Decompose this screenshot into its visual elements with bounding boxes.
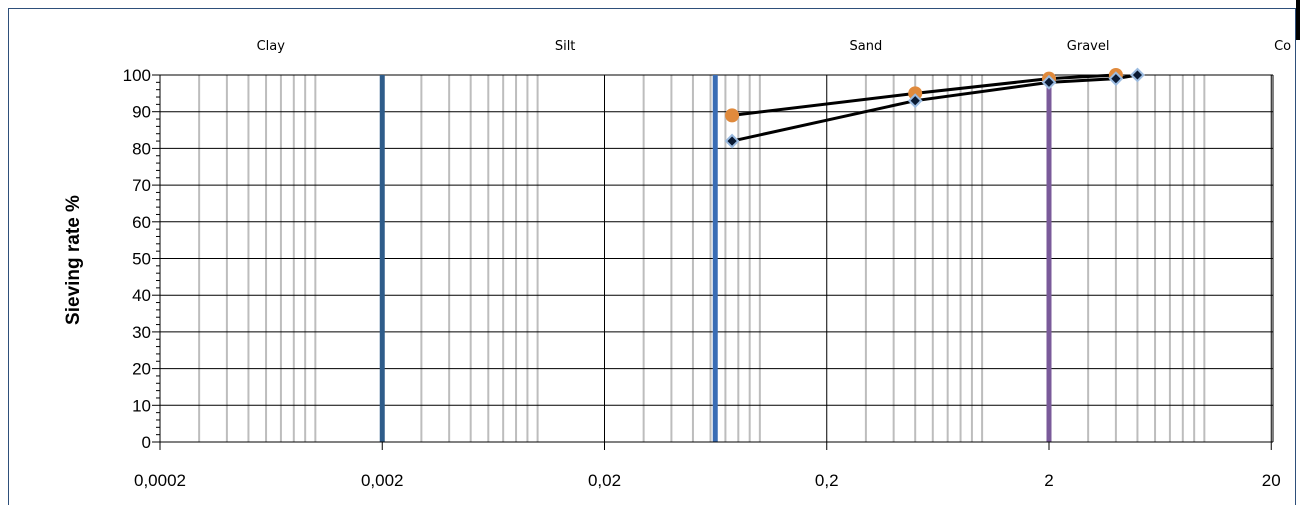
- x-tick-label: 0,2: [815, 471, 839, 490]
- y-tick-labels: 0 10 20 30 40 50 60 70 80 90 100: [123, 66, 151, 452]
- zone-labels: Clay Silt Sand Gravel Co: [257, 39, 1292, 54]
- y-tick-label: 70: [132, 176, 151, 195]
- y-tick-label: 10: [132, 396, 151, 415]
- y-tick-label: 50: [132, 250, 151, 269]
- zone-label: Silt: [555, 39, 576, 54]
- zone-label: Gravel: [1067, 39, 1110, 54]
- x-tick-labels: 0,0002 0,002 0,02 0,2 2 20: [134, 471, 1281, 490]
- zone-boundary-lines: [379, 75, 1052, 442]
- series-line: [731, 73, 1116, 117]
- data-point-circle: [725, 108, 740, 123]
- y-tick-label: 40: [132, 286, 151, 305]
- data-point-diamond: [1041, 74, 1057, 90]
- data-point-diamond: [1108, 71, 1124, 87]
- zone-label: Co: [1274, 39, 1291, 54]
- x-tick-label: 20: [1262, 471, 1281, 490]
- x-tick-label: 0,002: [361, 471, 404, 490]
- series-points: [724, 67, 1145, 149]
- x-tick-label: 0,02: [588, 471, 621, 490]
- y-tick-label: 20: [132, 360, 151, 379]
- zone-label: Clay: [257, 39, 286, 54]
- y-tick-label: 60: [132, 213, 151, 232]
- y-tick-label: 30: [132, 323, 151, 342]
- x-tick-label: 0,0002: [134, 471, 186, 490]
- series-lines: [731, 73, 1138, 143]
- y-tick-label: 90: [132, 103, 151, 122]
- data-point-diamond: [907, 93, 923, 109]
- y-tick-label: 100: [123, 66, 151, 85]
- x-tick-label: 2: [1044, 471, 1053, 490]
- y-tick-label: 0: [142, 433, 151, 452]
- y-axis-title: Sieving rate %: [63, 195, 84, 325]
- zone-label: Sand: [850, 39, 883, 54]
- axes: [152, 74, 1273, 450]
- data-point-diamond: [1130, 67, 1145, 83]
- chart-frame: [8, 8, 1296, 505]
- data-point-diamond: [724, 133, 740, 149]
- frame-corner-mark: [1296, 0, 1300, 40]
- y-tick-label: 80: [132, 139, 151, 158]
